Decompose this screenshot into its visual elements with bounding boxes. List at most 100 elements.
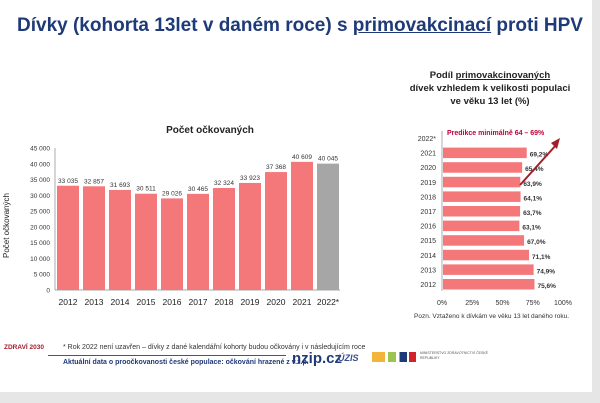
left-data-label: 30 511 [136,186,156,193]
left-data-label: 33 923 [240,175,260,182]
right-title-l3: ve věku 13 let (%) [450,96,530,107]
right-y-tick: 2021 [420,151,436,158]
left-x-tick: 2013 [85,297,104,307]
left-y-tick: 10 000 [30,256,50,263]
left-bar [187,193,209,290]
left-bar [135,193,157,290]
right-y-tick: 2014 [420,253,436,260]
left-data-label: 40 609 [292,154,312,161]
left-data-label: 32 324 [214,180,234,187]
left-x-tick: 2017 [189,297,208,307]
left-y-tick: 30 000 [30,193,50,200]
right-bar [443,176,521,188]
right-data-label: 69,2% [530,152,549,159]
right-bar [443,162,523,173]
title-part2: proti HPV [491,15,583,36]
right-x-tick: 50% [495,300,509,307]
right-bar [443,249,530,261]
right-data-label: 67,0% [527,239,546,246]
left-data-label: 30 465 [188,186,208,193]
left-x-tick: 2022* [317,297,340,307]
left-bar [265,172,287,290]
left-x-tick: 2018 [215,297,234,307]
left-bar [213,187,235,290]
left-y-tick: 40 000 [30,161,50,168]
trend-arrow [519,143,558,186]
left-x-tick: 2014 [111,297,130,307]
ministry-logo: MINISTERSTVO ZDRAVOTNICTVÍ ČESKÉ REPUBLI… [420,351,488,360]
left-data-label: 31 693 [110,182,130,189]
right-bar [443,220,520,232]
left-y-tick: 15 000 [30,240,50,247]
right-y-tick: 2015 [420,238,436,245]
left-y-tick: 25 000 [30,209,50,216]
right-x-tick: 0% [437,300,447,307]
left-data-label: 40 045 [318,156,338,163]
right-y-tick: 2020 [420,165,436,172]
left-bar [83,186,105,290]
left-x-tick: 2016 [163,297,182,307]
left-x-tick: 2021 [293,297,312,307]
right-bar [443,206,521,217]
right-bar [443,235,525,246]
data-link[interactable]: Aktuální data o proočkovanosti české pop… [63,359,309,366]
page-title: Dívky (kohorta 13let v daném roce) s pri… [0,15,600,37]
institution-logos [372,352,416,362]
right-data-label: 75,6% [537,283,556,290]
left-bar [291,161,313,290]
right-data-label: 64,1% [524,195,543,202]
left-data-label: 33 035 [58,178,78,185]
right-data-label: 71,1% [532,254,551,261]
right-y-tick: 2016 [420,224,436,231]
right-y-tick: 2012 [420,282,436,289]
right-title-l2: dívek vzhledem k velikosti populaci [409,83,571,94]
right-y-tick: 2017 [420,209,436,216]
left-data-label: 37 368 [266,164,286,171]
right-data-label: 63,1% [522,225,541,232]
right-y-tick: 2022* [418,136,437,143]
uzis-logo: ÚZIS [338,353,359,363]
right-y-tick: 2019 [420,180,436,187]
left-data-label: 29 026 [162,190,182,197]
nzip-logo: nzip.cz [292,350,343,367]
left-x-tick: 2012 [59,297,78,307]
right-title-l1a: Podíl [429,70,456,81]
right-chart-title: Podíl primovakcinovaných dívek vzhledem … [390,69,590,108]
left-y-tick: 20 000 [30,224,50,231]
right-data-label: 63,9% [523,181,542,188]
left-y-tick: 45 000 [30,146,50,153]
right-bar [443,191,521,202]
left-y-tick: 5 000 [34,272,51,279]
left-bar [317,163,339,290]
left-y-tick: 0 [46,288,50,295]
right-chart-note: Pozn. Vztaženo k dívkám ve věku 13 let d… [414,313,570,320]
right-bar [443,264,534,275]
right-title-l1b: primovakcinovaných [455,70,551,81]
footnote: * Rok 2022 není uzavřen – dívky z dané k… [63,344,366,351]
left-bar [57,185,79,290]
left-y-tick: 35 000 [30,177,50,184]
right-x-tick: 75% [526,300,540,307]
right-bar [443,147,527,159]
left-x-tick: 2019 [241,297,260,307]
left-chart-title: Počet očkovaných [166,125,254,136]
left-bar [109,189,131,290]
right-y-tick: 2018 [420,194,436,201]
right-bar [443,279,535,290]
right-x-tick: 100% [554,300,572,307]
zdravi-logo: ZDRAVÍ 2030 [4,344,44,351]
left-data-label: 32 857 [84,178,104,185]
title-part1: Dívky (kohorta 13let v daném roce) s [17,15,353,36]
right-x-tick: 25% [465,300,479,307]
left-bar [161,198,183,290]
trend-arrow-head [551,138,560,149]
title-underlined: primovakcinací [352,15,492,36]
footer-divider [48,355,286,356]
right-data-label: 63,7% [523,210,542,217]
left-bar [239,182,261,290]
right-data-label: 74,9% [537,268,556,275]
left-x-tick: 2020 [267,297,286,307]
left-x-tick: 2015 [137,297,156,307]
right-y-tick: 2013 [420,267,436,274]
